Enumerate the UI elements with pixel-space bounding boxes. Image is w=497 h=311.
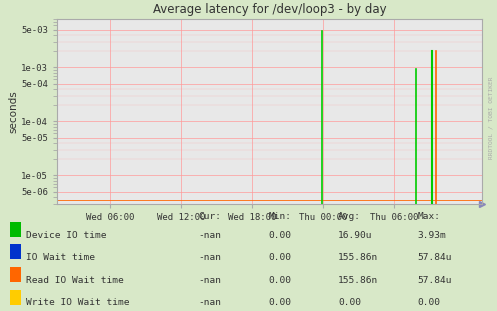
- Text: -nan: -nan: [199, 276, 222, 285]
- Y-axis label: seconds: seconds: [8, 90, 18, 132]
- Text: IO Wait time: IO Wait time: [26, 253, 95, 262]
- Text: 57.84u: 57.84u: [417, 253, 452, 262]
- Text: Min:: Min:: [268, 212, 291, 221]
- Text: 0.00: 0.00: [268, 230, 291, 239]
- Text: -nan: -nan: [199, 298, 222, 307]
- Text: Device IO time: Device IO time: [26, 230, 106, 239]
- FancyBboxPatch shape: [10, 222, 21, 237]
- Text: RRDTOOL / TOBI OETIKER: RRDTOOL / TOBI OETIKER: [489, 77, 494, 160]
- Text: 0.00: 0.00: [268, 253, 291, 262]
- Text: Cur:: Cur:: [199, 212, 222, 221]
- Text: Read IO Wait time: Read IO Wait time: [26, 276, 124, 285]
- Text: 0.00: 0.00: [417, 298, 440, 307]
- Text: -nan: -nan: [199, 230, 222, 239]
- Text: 16.90u: 16.90u: [338, 230, 372, 239]
- Text: 3.93m: 3.93m: [417, 230, 446, 239]
- Title: Average latency for /dev/loop3 - by day: Average latency for /dev/loop3 - by day: [153, 3, 387, 16]
- FancyBboxPatch shape: [10, 267, 21, 282]
- FancyBboxPatch shape: [10, 244, 21, 259]
- Text: Max:: Max:: [417, 212, 440, 221]
- Text: Write IO Wait time: Write IO Wait time: [26, 298, 129, 307]
- FancyBboxPatch shape: [10, 290, 21, 304]
- Text: -nan: -nan: [199, 253, 222, 262]
- Text: Avg:: Avg:: [338, 212, 361, 221]
- Text: 0.00: 0.00: [338, 298, 361, 307]
- Text: 155.86n: 155.86n: [338, 253, 378, 262]
- Text: 57.84u: 57.84u: [417, 276, 452, 285]
- Text: 0.00: 0.00: [268, 276, 291, 285]
- Text: 0.00: 0.00: [268, 298, 291, 307]
- Text: 155.86n: 155.86n: [338, 276, 378, 285]
